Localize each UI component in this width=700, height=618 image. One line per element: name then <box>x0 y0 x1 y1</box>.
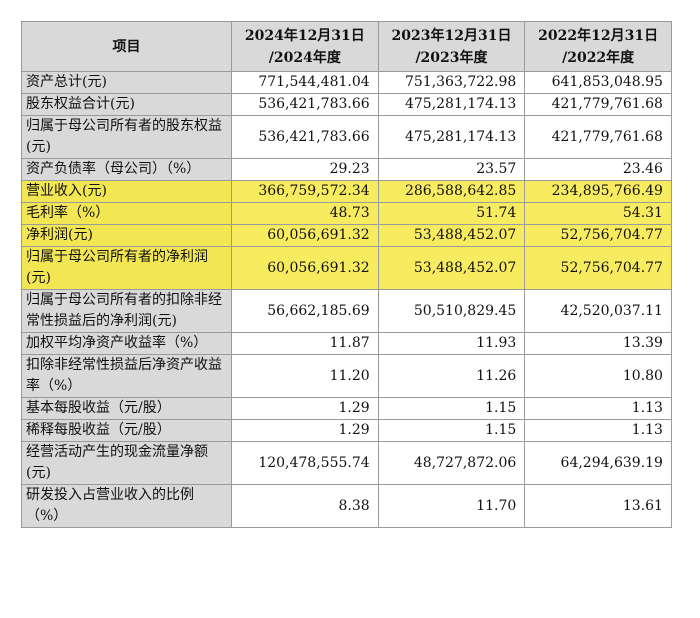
value-2022: 1.13 <box>524 419 672 442</box>
value-2024: 1.29 <box>231 419 379 442</box>
value-2023: 11.26 <box>377 354 526 398</box>
financial-summary-table: 项目 2024年12月31日/2024年度 2023年12月31日/2023年度… <box>21 21 672 528</box>
value-2024: 8.38 <box>231 484 379 528</box>
table-row: 加权平均净资产收益率（%） 11.87 11.93 13.39 <box>21 332 672 355</box>
value-2022: 1.13 <box>524 397 672 420</box>
value-2023: 751,363,722.98 <box>377 71 526 94</box>
value-2024: 771,544,481.04 <box>231 71 379 94</box>
row-label: 资产负债率（母公司）（%） <box>21 158 232 181</box>
table-row-highlighted: 归属于母公司所有者的净利润(元) 60,056,691.32 53,488,45… <box>21 246 672 290</box>
table-header-row: 项目 2024年12月31日/2024年度 2023年12月31日/2023年度… <box>21 21 672 72</box>
table-row: 经营活动产生的现金流量净额(元) 120,478,555.74 48,727,8… <box>21 441 672 485</box>
table-row: 股东权益合计(元) 536,421,783.66 475,281,174.13 … <box>21 93 672 116</box>
value-2024: 60,056,691.32 <box>231 224 379 247</box>
value-2023: 48,727,872.06 <box>377 441 526 485</box>
value-2024: 29.23 <box>231 158 379 181</box>
value-2022: 13.61 <box>524 484 672 528</box>
value-2023: 23.57 <box>377 158 526 181</box>
financial-table-container: 项目 2024年12月31日/2024年度 2023年12月31日/2023年度… <box>21 21 672 528</box>
value-2024: 60,056,691.32 <box>231 246 379 290</box>
row-label: 基本每股收益（元/股） <box>21 397 232 420</box>
header-2024: 2024年12月31日/2024年度 <box>231 21 379 72</box>
row-label: 扣除非经常性损益后净资产收益率（%） <box>21 354 232 398</box>
value-2022: 234,895,766.49 <box>524 180 672 203</box>
value-2022: 52,756,704.77 <box>524 246 672 290</box>
value-2022: 23.46 <box>524 158 672 181</box>
value-2022: 641,853,048.95 <box>524 71 672 94</box>
value-2024: 536,421,783.66 <box>231 115 379 159</box>
value-2022: 10.80 <box>524 354 672 398</box>
row-label: 经营活动产生的现金流量净额(元) <box>21 441 232 485</box>
value-2022: 64,294,639.19 <box>524 441 672 485</box>
row-label: 归属于母公司所有者的股东权益(元) <box>21 115 232 159</box>
table-row: 扣除非经常性损益后净资产收益率（%） 11.20 11.26 10.80 <box>21 354 672 398</box>
value-2024: 1.29 <box>231 397 379 420</box>
value-2024: 56,662,185.69 <box>231 289 379 333</box>
row-label: 资产总计(元) <box>21 71 232 94</box>
table-row-highlighted: 营业收入(元) 366,759,572.34 286,588,642.85 23… <box>21 180 672 203</box>
value-2023: 286,588,642.85 <box>377 180 526 203</box>
row-label: 归属于母公司所有者的扣除非经常性损益后的净利润(元) <box>21 289 232 333</box>
value-2023: 53,488,452.07 <box>377 224 526 247</box>
value-2022: 421,779,761.68 <box>524 93 672 116</box>
row-label: 加权平均净资产收益率（%） <box>21 332 232 355</box>
value-2023: 11.70 <box>377 484 526 528</box>
value-2023: 475,281,174.13 <box>377 93 526 116</box>
table-row: 基本每股收益（元/股） 1.29 1.15 1.13 <box>21 397 672 420</box>
value-2022: 54.31 <box>524 202 672 225</box>
value-2023: 475,281,174.13 <box>377 115 526 159</box>
table-row-highlighted: 毛利率（%） 48.73 51.74 54.31 <box>21 202 672 225</box>
value-2022: 421,779,761.68 <box>524 115 672 159</box>
row-label: 净利润(元) <box>21 224 232 247</box>
row-label: 归属于母公司所有者的净利润(元) <box>21 246 232 290</box>
value-2022: 42,520,037.11 <box>524 289 672 333</box>
table-row: 研发投入占营业收入的比例（%） 8.38 11.70 13.61 <box>21 484 672 528</box>
value-2023: 53,488,452.07 <box>377 246 526 290</box>
value-2023: 51.74 <box>377 202 526 225</box>
table-row: 归属于母公司所有者的扣除非经常性损益后的净利润(元) 56,662,185.69… <box>21 289 672 333</box>
header-item: 项目 <box>21 21 232 72</box>
value-2024: 536,421,783.66 <box>231 93 379 116</box>
value-2022: 52,756,704.77 <box>524 224 672 247</box>
table-row: 稀释每股收益（元/股） 1.29 1.15 1.13 <box>21 419 672 442</box>
value-2023: 1.15 <box>377 419 526 442</box>
value-2024: 120,478,555.74 <box>231 441 379 485</box>
value-2023: 50,510,829.45 <box>377 289 526 333</box>
table-row: 归属于母公司所有者的股东权益(元) 536,421,783.66 475,281… <box>21 115 672 159</box>
value-2023: 1.15 <box>377 397 526 420</box>
table-row: 资产负债率（母公司）（%） 29.23 23.57 23.46 <box>21 158 672 181</box>
value-2024: 11.87 <box>231 332 379 355</box>
row-label: 稀释每股收益（元/股） <box>21 419 232 442</box>
row-label: 营业收入(元) <box>21 180 232 203</box>
header-2023: 2023年12月31日/2023年度 <box>377 21 526 72</box>
value-2022: 13.39 <box>524 332 672 355</box>
row-label: 毛利率（%） <box>21 202 232 225</box>
value-2024: 11.20 <box>231 354 379 398</box>
header-2022: 2022年12月31日/2022年度 <box>524 21 672 72</box>
value-2024: 48.73 <box>231 202 379 225</box>
row-label: 研发投入占营业收入的比例（%） <box>21 484 232 528</box>
value-2024: 366,759,572.34 <box>231 180 379 203</box>
value-2023: 11.93 <box>377 332 526 355</box>
row-label: 股东权益合计(元) <box>21 93 232 116</box>
table-row: 资产总计(元) 771,544,481.04 751,363,722.98 64… <box>21 71 672 94</box>
table-row-highlighted: 净利润(元) 60,056,691.32 53,488,452.07 52,75… <box>21 224 672 247</box>
